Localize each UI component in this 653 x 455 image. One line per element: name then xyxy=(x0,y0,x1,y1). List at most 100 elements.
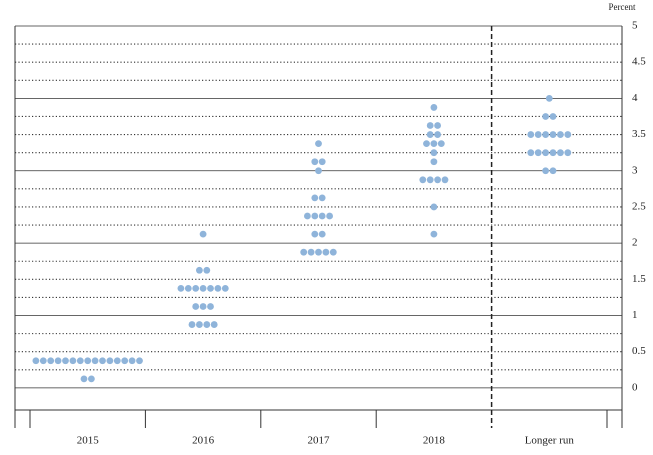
dot xyxy=(434,176,441,184)
dot xyxy=(419,176,427,184)
dot xyxy=(549,167,557,175)
dot xyxy=(196,321,203,328)
dot xyxy=(315,140,322,148)
dot xyxy=(91,357,99,365)
dot xyxy=(564,131,572,138)
dot xyxy=(47,357,55,365)
y-tick-label: 4.5 xyxy=(632,56,646,68)
dot xyxy=(221,284,229,292)
dot xyxy=(300,248,308,256)
x-tick-label: 2017 xyxy=(308,435,331,447)
dot xyxy=(534,149,542,157)
dot xyxy=(318,212,326,220)
dot xyxy=(426,122,434,129)
x-tick-label: 2016 xyxy=(192,435,215,447)
dot xyxy=(32,357,40,365)
dot xyxy=(196,266,203,274)
dot xyxy=(423,140,430,148)
dot xyxy=(210,321,218,328)
dot xyxy=(542,113,549,120)
dot xyxy=(434,122,441,129)
dot xyxy=(311,158,319,166)
dot xyxy=(430,140,438,148)
dot xyxy=(430,230,438,238)
dot xyxy=(437,140,445,148)
y-tick-label: 0.5 xyxy=(632,345,646,357)
dot xyxy=(549,131,557,138)
dot xyxy=(542,149,549,157)
dot xyxy=(434,131,441,138)
dot xyxy=(564,149,572,157)
dot xyxy=(136,357,143,365)
x-tick-label: 2018 xyxy=(423,435,446,447)
y-tick-label: 3.5 xyxy=(632,128,646,140)
dot xyxy=(311,194,319,202)
dot xyxy=(542,131,549,138)
dot xyxy=(430,104,438,111)
dot xyxy=(304,212,311,220)
dot xyxy=(113,357,121,365)
x-tick-label: 2015 xyxy=(77,435,100,447)
dot xyxy=(106,357,114,365)
y-tick-label: 1.5 xyxy=(632,273,646,285)
dot xyxy=(69,357,77,365)
y-tick-label: 2.5 xyxy=(632,200,646,212)
dot xyxy=(121,357,129,365)
dot xyxy=(80,375,88,383)
dot xyxy=(207,284,214,292)
dot xyxy=(549,149,557,157)
dot xyxy=(88,375,95,383)
dot xyxy=(315,248,322,256)
dot xyxy=(199,284,207,292)
dot xyxy=(62,357,69,365)
y-tick-label: 1 xyxy=(632,309,638,321)
dot xyxy=(199,303,207,310)
dot xyxy=(326,212,333,220)
y-tick-label: 2 xyxy=(632,237,638,249)
dot xyxy=(557,149,564,157)
dot xyxy=(199,230,207,238)
dot xyxy=(426,131,434,138)
dot xyxy=(534,131,542,138)
dot xyxy=(192,284,200,292)
dot xyxy=(542,167,549,175)
dot xyxy=(430,203,438,211)
dot xyxy=(84,357,92,365)
dot xyxy=(54,357,62,365)
dot xyxy=(426,176,434,184)
dot xyxy=(322,248,330,256)
x-tick-label: Longer run xyxy=(525,435,575,447)
y-axis-label: Percent xyxy=(609,2,636,12)
dot xyxy=(527,131,535,138)
dot xyxy=(557,131,564,138)
dot xyxy=(329,248,337,256)
dot xyxy=(430,158,438,166)
y-tick-label: 3 xyxy=(632,164,638,176)
dot xyxy=(318,194,326,202)
dot xyxy=(207,303,214,310)
dot xyxy=(318,158,326,166)
dot xyxy=(203,321,211,328)
dot xyxy=(315,167,322,175)
dot xyxy=(214,284,222,292)
dot xyxy=(76,357,84,365)
dot xyxy=(99,357,106,365)
dot xyxy=(527,149,535,157)
dot xyxy=(545,94,553,102)
y-tick-label: 4 xyxy=(632,92,638,104)
dot xyxy=(430,149,438,157)
dot xyxy=(188,321,196,328)
y-tick-label: 0 xyxy=(632,381,638,393)
dot xyxy=(311,212,319,220)
dot xyxy=(128,357,136,365)
dot xyxy=(441,176,449,184)
dot xyxy=(549,113,557,120)
dot xyxy=(177,284,185,292)
dot xyxy=(184,284,192,292)
dot xyxy=(307,248,315,256)
dot xyxy=(203,266,211,274)
dot xyxy=(192,303,200,310)
y-tick-label: 5 xyxy=(632,20,638,32)
dot xyxy=(39,357,47,365)
